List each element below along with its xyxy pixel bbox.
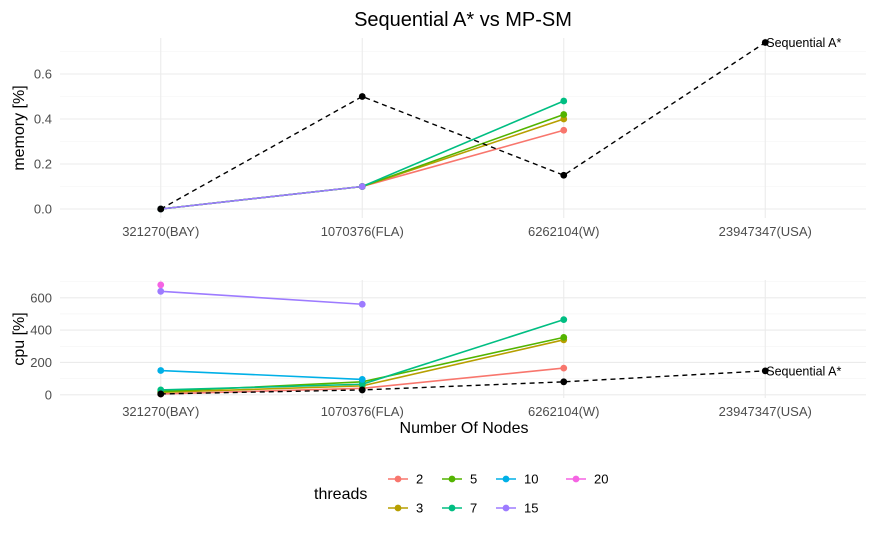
- y-tick-label: 0: [45, 387, 52, 402]
- chart-title: Sequential A* vs MP-SM: [354, 9, 572, 31]
- y-axis-title: cpu [%]: [11, 312, 28, 365]
- legend-title: threads: [314, 486, 367, 503]
- legend-label: 7: [470, 501, 477, 516]
- legend-label: 5: [470, 472, 477, 487]
- series-line-sequential: [160, 41, 766, 210]
- data-point-threads-5: [560, 111, 568, 118]
- series-line-threads-15: [160, 290, 363, 306]
- legend-key-point: [394, 475, 402, 483]
- data-point-sequential: [560, 171, 568, 179]
- legend-key-point: [572, 475, 580, 483]
- data-point-threads-15: [157, 287, 165, 295]
- data-point-sequential: [358, 93, 366, 100]
- series-line-threads-15: [160, 185, 363, 210]
- y-tick-label: 400: [30, 323, 52, 338]
- x-tick-label: 23947347(USA): [719, 224, 812, 239]
- data-point-threads-7: [560, 97, 568, 105]
- x-axis-title: Number Of Nodes: [400, 420, 529, 437]
- legend-label: 2: [416, 472, 423, 487]
- legend-label: 20: [594, 472, 608, 487]
- data-point-threads-15: [358, 300, 366, 308]
- legend-label: 3: [416, 501, 423, 516]
- legend-label: 10: [524, 472, 538, 487]
- legend-key-point: [448, 504, 456, 512]
- sequential-annotation: Sequential A*: [766, 364, 841, 378]
- y-tick-label: 0.0: [34, 202, 52, 217]
- y-tick-label: 600: [30, 290, 52, 305]
- legend-entry-2: 2: [388, 472, 423, 487]
- legend-key-point: [448, 475, 456, 483]
- x-tick-label: 6262104(W): [528, 404, 600, 419]
- data-point-threads-7: [358, 380, 366, 388]
- plot-panels: 0.0 0.2 0.4 0.6 321270(BAY) 1070376(FLA) 62621…: [11, 36, 866, 419]
- data-point-threads-20: [157, 281, 165, 289]
- y-tick-label: 0.4: [34, 112, 52, 127]
- data-point-threads-7: [560, 316, 568, 324]
- data-point-sequential: [560, 378, 568, 386]
- data-point-sequential: [157, 390, 165, 398]
- panel-2: 0 200 400 600 321270(BAY) 1070376(FLA) 6262104…: [11, 280, 866, 419]
- y-axis-title: memory [%]: [11, 85, 28, 170]
- x-tick-label: 23947347(USA): [719, 404, 812, 419]
- data-point-threads-10: [157, 367, 165, 374]
- data-point-threads-15: [358, 183, 366, 190]
- legend-key-point: [502, 475, 510, 483]
- panel-1: 0.0 0.2 0.4 0.6 321270(BAY) 1070376(FLA) 62621…: [11, 36, 866, 239]
- series-line-threads-10: [160, 369, 363, 381]
- y-tick-label: 200: [30, 355, 52, 370]
- data-point-sequential: [358, 386, 366, 394]
- data-point-threads-2: [560, 126, 568, 134]
- x-tick-label: 1070376(FLA): [321, 404, 404, 419]
- x-tick-label: 321270(BAY): [122, 224, 199, 239]
- legend-entry-20: 20: [566, 472, 608, 487]
- y-tick-label: 0.2: [34, 157, 52, 172]
- legend-entry-5: 5: [442, 472, 477, 487]
- data-point-sequential: [157, 205, 165, 213]
- legend-entry-10: 10: [496, 472, 538, 487]
- data-point-threads-5: [560, 333, 568, 341]
- sequential-annotation: Sequential A*: [766, 36, 841, 50]
- legend-entry-3: 3: [388, 501, 423, 516]
- legend-key-point: [394, 504, 402, 512]
- legend-key-point: [502, 504, 510, 512]
- legend-entry-15: 15: [496, 501, 538, 516]
- x-tick-label: 1070376(FLA): [321, 224, 404, 239]
- data-point-sequential: [761, 367, 769, 375]
- x-tick-label: 321270(BAY): [122, 404, 199, 419]
- y-tick-label: 0.6: [34, 67, 52, 82]
- data-point-sequential: [761, 39, 769, 46]
- legend-label: 15: [524, 501, 538, 516]
- series-line-sequential: [160, 370, 766, 395]
- x-tick-label: 6262104(W): [528, 224, 600, 239]
- legend: threads 2 3 5 7 10 15 20: [314, 472, 608, 516]
- legend-entry-7: 7: [442, 501, 477, 516]
- data-point-threads-2: [560, 364, 568, 372]
- data-point-threads-10: [358, 376, 366, 383]
